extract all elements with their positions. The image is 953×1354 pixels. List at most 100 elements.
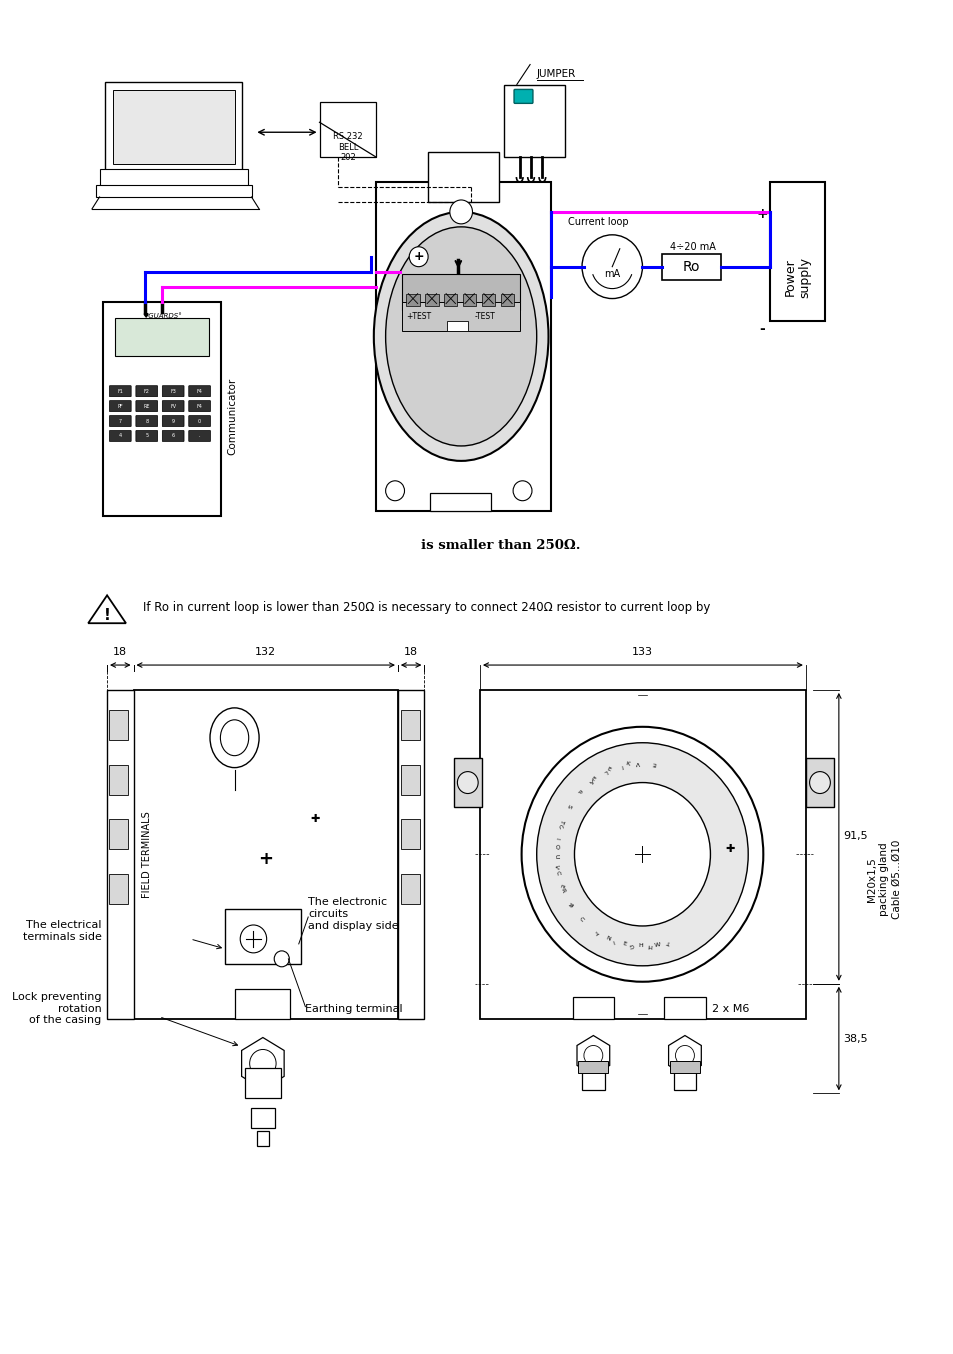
Text: V: V: [553, 864, 558, 869]
Text: Current loop: Current loop: [567, 217, 628, 227]
Text: C: C: [578, 915, 584, 922]
Circle shape: [521, 727, 762, 982]
Text: F1: F1: [117, 389, 123, 394]
Text: If Ro in current loop is lower than 250Ω is necessary to connect 240Ω resistor t: If Ro in current loop is lower than 250Ω…: [143, 601, 710, 613]
Text: M20x1,5
packing gland
Cable Ø5...Ø10: M20x1,5 packing gland Cable Ø5...Ø10: [866, 839, 901, 919]
Text: 18: 18: [113, 647, 128, 657]
Text: H: H: [638, 944, 642, 948]
FancyBboxPatch shape: [95, 185, 252, 196]
FancyBboxPatch shape: [189, 386, 211, 397]
FancyBboxPatch shape: [444, 294, 456, 306]
Text: F3: F3: [170, 389, 176, 394]
FancyBboxPatch shape: [462, 294, 476, 306]
FancyBboxPatch shape: [251, 1108, 274, 1128]
Text: R: R: [558, 887, 565, 894]
FancyBboxPatch shape: [99, 169, 248, 187]
Text: Communicator: Communicator: [228, 378, 237, 455]
Text: E: E: [652, 761, 656, 766]
Text: +: +: [258, 850, 273, 868]
Text: RE: RE: [143, 403, 150, 409]
Text: +: +: [413, 250, 423, 263]
FancyBboxPatch shape: [572, 997, 614, 1018]
FancyBboxPatch shape: [663, 997, 705, 1018]
Text: 9: 9: [172, 418, 174, 424]
FancyBboxPatch shape: [245, 1068, 280, 1098]
Text: T: T: [665, 938, 671, 945]
FancyBboxPatch shape: [109, 819, 128, 849]
Text: E: E: [606, 766, 611, 773]
FancyBboxPatch shape: [135, 431, 157, 441]
Circle shape: [513, 481, 532, 501]
Text: 6: 6: [172, 433, 174, 439]
Text: RS 232
BELL
202: RS 232 BELL 202: [333, 133, 362, 162]
FancyBboxPatch shape: [189, 431, 211, 441]
FancyBboxPatch shape: [162, 431, 184, 441]
FancyBboxPatch shape: [500, 294, 514, 306]
Text: C: C: [554, 871, 559, 876]
FancyBboxPatch shape: [669, 1062, 700, 1074]
FancyBboxPatch shape: [110, 431, 131, 441]
Text: R: R: [565, 900, 572, 907]
Text: +: +: [756, 207, 767, 221]
Text: 4÷20 mA: 4÷20 mA: [669, 242, 715, 252]
FancyBboxPatch shape: [103, 302, 221, 516]
Text: 4: 4: [118, 433, 122, 439]
Text: mA: mA: [603, 268, 619, 279]
Ellipse shape: [456, 772, 477, 793]
Text: G: G: [628, 942, 633, 948]
Text: JUMPER: JUMPER: [537, 69, 576, 80]
Text: W: W: [654, 941, 660, 948]
Text: FIELD TERMINALS: FIELD TERMINALS: [142, 811, 152, 898]
FancyBboxPatch shape: [110, 401, 131, 412]
Text: A: A: [588, 777, 594, 784]
Text: -: -: [759, 322, 764, 336]
FancyBboxPatch shape: [503, 85, 564, 157]
FancyBboxPatch shape: [257, 1131, 268, 1145]
Text: 5: 5: [145, 433, 148, 439]
Text: I: I: [554, 837, 559, 839]
Polygon shape: [88, 596, 126, 623]
FancyBboxPatch shape: [661, 253, 720, 280]
FancyBboxPatch shape: [319, 103, 375, 157]
FancyBboxPatch shape: [105, 83, 242, 172]
FancyBboxPatch shape: [162, 416, 184, 427]
FancyBboxPatch shape: [400, 875, 419, 904]
Ellipse shape: [385, 227, 537, 445]
Text: L: L: [602, 768, 608, 774]
FancyBboxPatch shape: [425, 294, 438, 306]
Ellipse shape: [374, 213, 548, 460]
Text: E: E: [589, 776, 595, 783]
FancyBboxPatch shape: [400, 819, 419, 849]
Text: T: T: [558, 819, 564, 825]
FancyBboxPatch shape: [673, 1064, 696, 1090]
Circle shape: [240, 925, 267, 953]
Text: 8: 8: [145, 418, 148, 424]
Text: is smaller than 250Ω.: is smaller than 250Ω.: [420, 539, 580, 552]
FancyBboxPatch shape: [453, 758, 481, 807]
FancyBboxPatch shape: [107, 691, 133, 1018]
FancyBboxPatch shape: [235, 988, 290, 1018]
Circle shape: [250, 1049, 275, 1078]
FancyBboxPatch shape: [135, 416, 157, 427]
FancyBboxPatch shape: [109, 765, 128, 795]
Text: I: I: [610, 938, 614, 942]
FancyBboxPatch shape: [162, 401, 184, 412]
Text: -TEST: -TEST: [474, 311, 495, 321]
Text: 91,5: 91,5: [842, 831, 867, 841]
FancyBboxPatch shape: [447, 321, 467, 332]
Text: E: E: [621, 941, 626, 946]
Text: C: C: [556, 823, 562, 830]
FancyBboxPatch shape: [162, 386, 184, 397]
Text: K: K: [624, 761, 629, 766]
Text: Lock preventing
rotation
of the casing: Lock preventing rotation of the casing: [11, 992, 101, 1025]
Circle shape: [675, 1045, 694, 1066]
Circle shape: [583, 1045, 602, 1066]
Text: Earthing terminal: Earthing terminal: [305, 1003, 402, 1014]
Text: .: .: [198, 433, 200, 439]
Text: P: P: [575, 789, 581, 795]
FancyBboxPatch shape: [430, 493, 491, 510]
FancyBboxPatch shape: [400, 765, 419, 795]
Text: V: V: [635, 760, 639, 765]
Text: E: E: [558, 883, 563, 888]
FancyBboxPatch shape: [581, 1064, 604, 1090]
